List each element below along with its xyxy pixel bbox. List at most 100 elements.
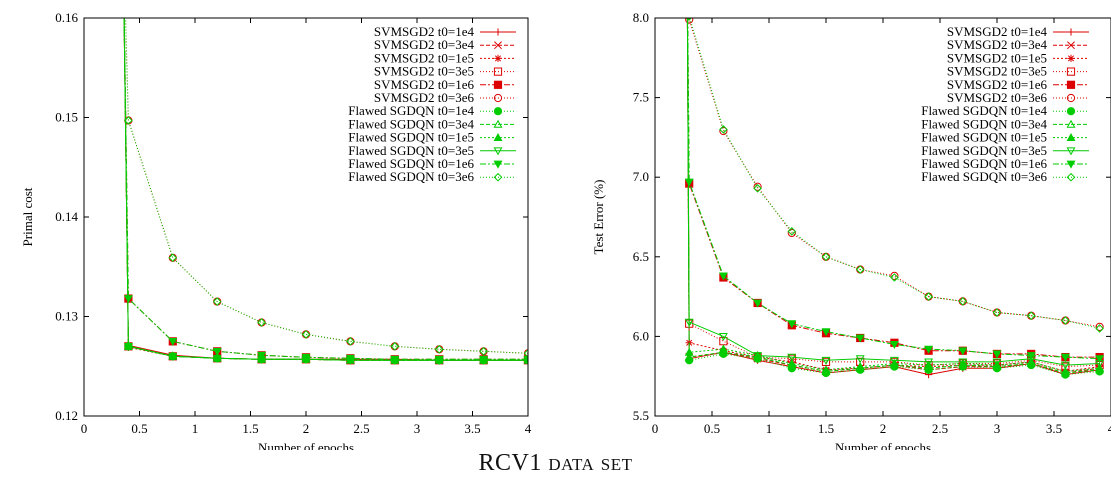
data-point xyxy=(958,358,968,367)
legend-label: SVMSGD2 t0=3e5 xyxy=(947,64,1047,79)
x-tick-label: 0 xyxy=(81,421,88,436)
legend-marker xyxy=(493,107,503,116)
legend-label: Flawed SGDQN t0=1e6 xyxy=(348,156,474,171)
data-point xyxy=(719,126,728,136)
data-point xyxy=(1060,353,1070,362)
data-point xyxy=(346,337,355,346)
data-point xyxy=(684,318,694,327)
data-point xyxy=(718,333,728,342)
data-point xyxy=(855,355,865,364)
legend-label: SVMSGD2 t0=1e4 xyxy=(374,24,475,39)
legend-label: SVMSGD2 t0=1e4 xyxy=(947,24,1048,39)
data-point xyxy=(924,358,934,367)
legend-label: SVMSGD2 t0=1e5 xyxy=(374,50,474,65)
legend-marker xyxy=(493,147,503,156)
data-point xyxy=(1061,316,1070,325)
data-point xyxy=(821,365,831,374)
data-point xyxy=(390,342,400,351)
y-tick-label: 8.0 xyxy=(633,10,649,25)
data-point xyxy=(992,308,1002,317)
y-tick-label: 5.5 xyxy=(633,408,649,423)
legend-marker xyxy=(1066,132,1076,141)
legend-label: Flawed SGDQN t0=3e4 xyxy=(348,116,474,131)
data-point xyxy=(1095,322,1104,331)
data-point xyxy=(168,253,178,263)
data-point xyxy=(257,351,267,360)
legend-label: SVMSGD2 t0=1e6 xyxy=(947,77,1048,92)
data-point xyxy=(435,345,444,354)
legend-marker xyxy=(1066,172,1076,182)
data-point xyxy=(257,318,266,327)
data-point xyxy=(753,299,763,308)
plot-frame xyxy=(83,17,529,417)
chart-panel-testerr: 0 0.5 1 1.5 2 2.5 3 3.5 4 5.5 6.0 6.5 7.0 7.5 8.0 Numbe… xyxy=(591,10,1111,450)
legend-label: Flawed SGDQN t0=1e5 xyxy=(348,130,474,145)
data-point xyxy=(523,355,528,364)
data-point xyxy=(718,344,728,353)
y-tick-label: 0.16 xyxy=(55,10,78,25)
legend-label: Flawed SGDQN t0=3e5 xyxy=(921,143,1047,158)
series-line xyxy=(688,18,1100,328)
chart-panel-primal: 0 0.5 1 1.5 2 2.5 3 3.5 4 0.12 0.13 0.14 0.15 0.16 Num… xyxy=(20,10,532,450)
data-point xyxy=(787,228,796,238)
data-point xyxy=(479,355,489,364)
legend-label: SVMSGD2 t0=3e5 xyxy=(374,64,474,79)
legend-label: Flawed SGDQN t0=1e4 xyxy=(921,103,1047,118)
data-point xyxy=(821,252,831,262)
legend-label: SVMSGD2 t0=1e5 xyxy=(947,50,1047,65)
data-point xyxy=(684,347,694,356)
legend-label: Flawed SGDQN t0=3e4 xyxy=(921,116,1047,131)
legend-label: SVMSGD2 t0=3e6 xyxy=(374,90,475,105)
data-point xyxy=(1060,361,1070,370)
legend-label: SVMSGD2 t0=3e4 xyxy=(947,37,1048,52)
data-point xyxy=(1060,366,1070,375)
series-line xyxy=(687,18,1100,360)
data-point xyxy=(924,292,933,301)
data-point xyxy=(890,273,899,282)
legend-marker xyxy=(493,67,503,76)
data-point xyxy=(301,330,311,339)
legend-label: Flawed SGDQN t0=3e6 xyxy=(921,169,1047,184)
data-point xyxy=(753,182,762,191)
x-tick-label: 1 xyxy=(192,421,199,436)
data-point xyxy=(787,227,797,236)
plot-frame xyxy=(654,17,1111,417)
x-tick-label: 2 xyxy=(880,421,887,436)
legend-marker xyxy=(1067,54,1075,62)
data-point xyxy=(168,253,177,262)
legend-marker xyxy=(1067,41,1075,50)
data-point xyxy=(390,355,400,364)
legend-marker xyxy=(1066,119,1076,128)
data-point xyxy=(1026,352,1036,361)
series-line xyxy=(686,18,1100,372)
data-point xyxy=(992,350,1002,359)
figure-caption: RCV1 data set xyxy=(478,450,633,476)
legend-marker xyxy=(494,41,502,50)
legend-marker xyxy=(493,172,503,182)
data-point xyxy=(958,297,968,306)
legend-marker xyxy=(1066,80,1076,89)
data-point xyxy=(684,178,694,187)
x-axis-label: Number of epochs xyxy=(835,440,931,450)
x-tick-label: 1.5 xyxy=(818,421,834,436)
y-tick-label: 6.5 xyxy=(633,249,649,264)
y-tick-label: 7.5 xyxy=(633,90,649,105)
x-axis-label: Number of epochs xyxy=(258,440,354,450)
data-point xyxy=(787,358,797,367)
series-line xyxy=(686,18,1100,372)
legend-label: SVMSGD2 t0=3e6 xyxy=(947,90,1048,105)
legend-label: Flawed SGDQN t0=1e6 xyxy=(921,156,1047,171)
legend-marker xyxy=(1066,93,1076,103)
data-point xyxy=(992,358,1002,367)
legend-marker xyxy=(1066,67,1076,76)
data-point xyxy=(123,295,133,304)
data-point xyxy=(889,340,899,349)
data-point xyxy=(168,352,178,361)
data-point xyxy=(855,265,865,274)
legend-label: Flawed SGDQN t0=1e5 xyxy=(921,130,1047,145)
legend-marker xyxy=(493,132,503,141)
y-axis-label: Test Error (%) xyxy=(591,180,606,255)
data-point xyxy=(1026,311,1036,321)
y-tick-label: 0.14 xyxy=(55,209,78,224)
